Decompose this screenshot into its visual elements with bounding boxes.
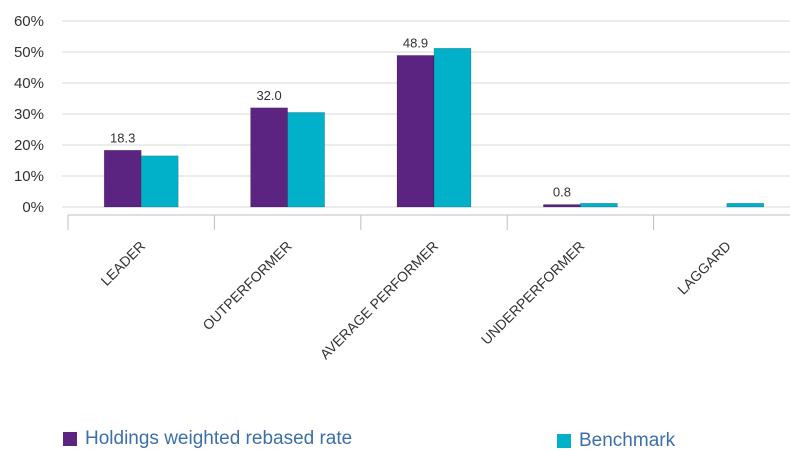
legend-label-holdings: Holdings weighted rebased rate — [85, 428, 353, 449]
bar-benchmark — [580, 202, 618, 208]
x-tick-label: UNDERPERFORMER — [478, 238, 588, 348]
data-label: 18.3 — [110, 130, 135, 145]
y-tick-label: 60% — [14, 13, 44, 30]
y-tick-label: 10% — [14, 168, 44, 185]
y-tick-label: 20% — [14, 137, 44, 154]
legend-swatch-holdings — [63, 432, 77, 446]
y-tick-label: 0% — [22, 199, 44, 216]
y-tick-label: 30% — [14, 106, 44, 123]
data-label: 32.0 — [256, 88, 281, 103]
legend-label-benchmark: Benchmark — [579, 430, 676, 451]
bar-holdings — [103, 149, 142, 208]
bar-holdings — [250, 107, 288, 208]
data-label: 0.8 — [553, 185, 571, 200]
data-label: 48.9 — [403, 35, 428, 50]
bar-holdings — [543, 204, 581, 208]
bar-benchmark — [287, 112, 325, 208]
legend-item-holdings: Holdings weighted rebased rate — [63, 428, 352, 450]
x-tick-label: LEADER — [97, 238, 148, 289]
bar-benchmark — [140, 155, 179, 208]
y-tick-label: 40% — [14, 75, 44, 92]
x-tick-label: OUTPERFORMER — [199, 238, 294, 333]
x-tick-label: LAGGARD — [674, 238, 734, 298]
legend-swatch-benchmark — [557, 434, 571, 448]
bar-holdings — [396, 55, 435, 208]
legend-item-benchmark: Benchmark — [557, 430, 675, 452]
y-tick-label: 50% — [14, 44, 44, 61]
bar-benchmark — [433, 47, 472, 208]
x-tick-label: AVERAGE PERFORMER — [317, 238, 441, 362]
bar-benchmark — [726, 202, 765, 208]
